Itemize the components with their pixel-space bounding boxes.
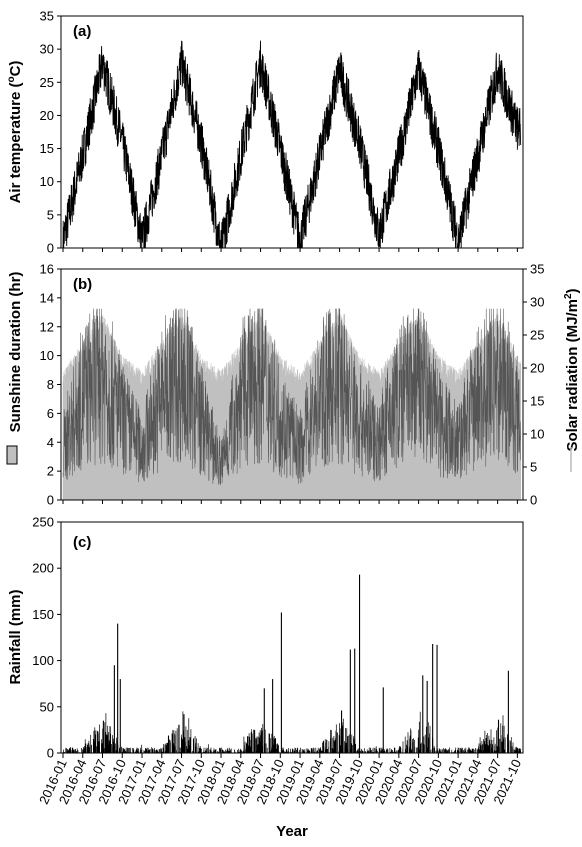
panel-b-right-y-tick-label: 35 (530, 262, 544, 277)
panel-b-right-y-tick-label: 30 (530, 295, 544, 310)
panel-b-label: (b) (73, 276, 92, 293)
panel-a-y-tick-label: 10 (40, 174, 54, 189)
panel-b-left-y-tick-label: 12 (40, 319, 54, 334)
panel-b-right-y-tick-label: 0 (530, 493, 537, 508)
panel-b-left-y-tick-label: 8 (47, 377, 54, 392)
rainfall-daily-bars (63, 711, 522, 753)
panel-b-left-y-tick-label: 10 (40, 348, 54, 363)
panel-a-y-tick-label: 0 (47, 241, 54, 256)
panel-c-y-axis: 0 50 100 150 200 250 (32, 515, 61, 761)
x-axis-title: Year (276, 823, 308, 840)
rainfall-series (63, 574, 522, 753)
panel-c-y-tick-label: 250 (32, 515, 54, 530)
panel-c-y-tick-label: 150 (32, 607, 54, 622)
panel-a-y-tick-label: 35 (40, 9, 54, 24)
panel-a-y-tick-label: 30 (40, 42, 54, 57)
panel-b-left-y-tick-label: 0 (47, 493, 54, 508)
panel-c-y-tick-label: 200 (32, 561, 54, 576)
panel-b-right-y-tick-label: 10 (530, 427, 544, 442)
air-temperature-series (62, 40, 522, 249)
panel-c-y-tick-label: 0 (47, 746, 54, 761)
panel-b-right-y-tick-label: 20 (530, 361, 544, 376)
panel-a-y-axis: 0 5 10 15 20 25 30 35 (40, 9, 518, 256)
panel-a-y-tick-label: 25 (40, 75, 54, 90)
panel-a-y-tick-label: 20 (40, 108, 54, 123)
panel-a-y-tick-label: 5 (47, 207, 54, 222)
panel-b-sunshine-solar: 0 2 4 6 8 10 12 14 16 0 5 10 15 20 25 30 35 (b) Sunshine… (6, 262, 581, 508)
panel-c-label: (c) (73, 534, 91, 551)
panel-a-air-temperature: 0 5 10 15 20 25 30 35 (a) Air temperature (oC) (6, 9, 524, 256)
panel-b-right-axis-title: Solar radiation (MJ/m2) (563, 288, 581, 451)
panel-c-y-axis-title: Rainfall (mm) (7, 589, 24, 684)
panel-c-y-tick-label: 100 (32, 653, 54, 668)
panel-c-rainfall: 0 50 100 150 200 250 2016-012016-042016-07201… (7, 515, 524, 841)
panel-b-left-y-tick-label: 6 (47, 406, 54, 421)
panel-b-right-y-tick-label: 15 (530, 394, 544, 409)
panel-b-left-y-tick-label: 2 (47, 464, 54, 479)
panel-a-y-tick-label: 15 (40, 141, 54, 156)
sunshine-radiation-series (62, 308, 521, 500)
panel-a-y-axis-title: Air temperature (oC) (6, 61, 24, 204)
panel-b-y-axes: 0 2 4 6 8 10 12 14 16 0 5 10 15 20 25 30 35 (40, 262, 545, 508)
panel-b-left-y-tick-label: 4 (47, 435, 54, 450)
panel-a-label: (a) (73, 23, 91, 40)
panel-b-left-y-tick-label: 14 (40, 290, 54, 305)
panel-c-x-axis: 2016-012016-042016-072016-102017-012017-… (36, 753, 524, 807)
panel-b-right-y-tick-label: 5 (530, 460, 537, 475)
panel-b-left-y-tick-label: 16 (40, 262, 54, 277)
panel-b-right-y-tick-label: 25 (530, 328, 544, 343)
sunshine-legend-swatch (6, 445, 18, 465)
solar-radiation-line (62, 308, 521, 486)
air-temperature-line (62, 40, 522, 249)
panel-c-y-tick-label: 50 (40, 699, 54, 714)
panel-b-left-axis-title: Sunshine duration (hr) (7, 272, 24, 433)
